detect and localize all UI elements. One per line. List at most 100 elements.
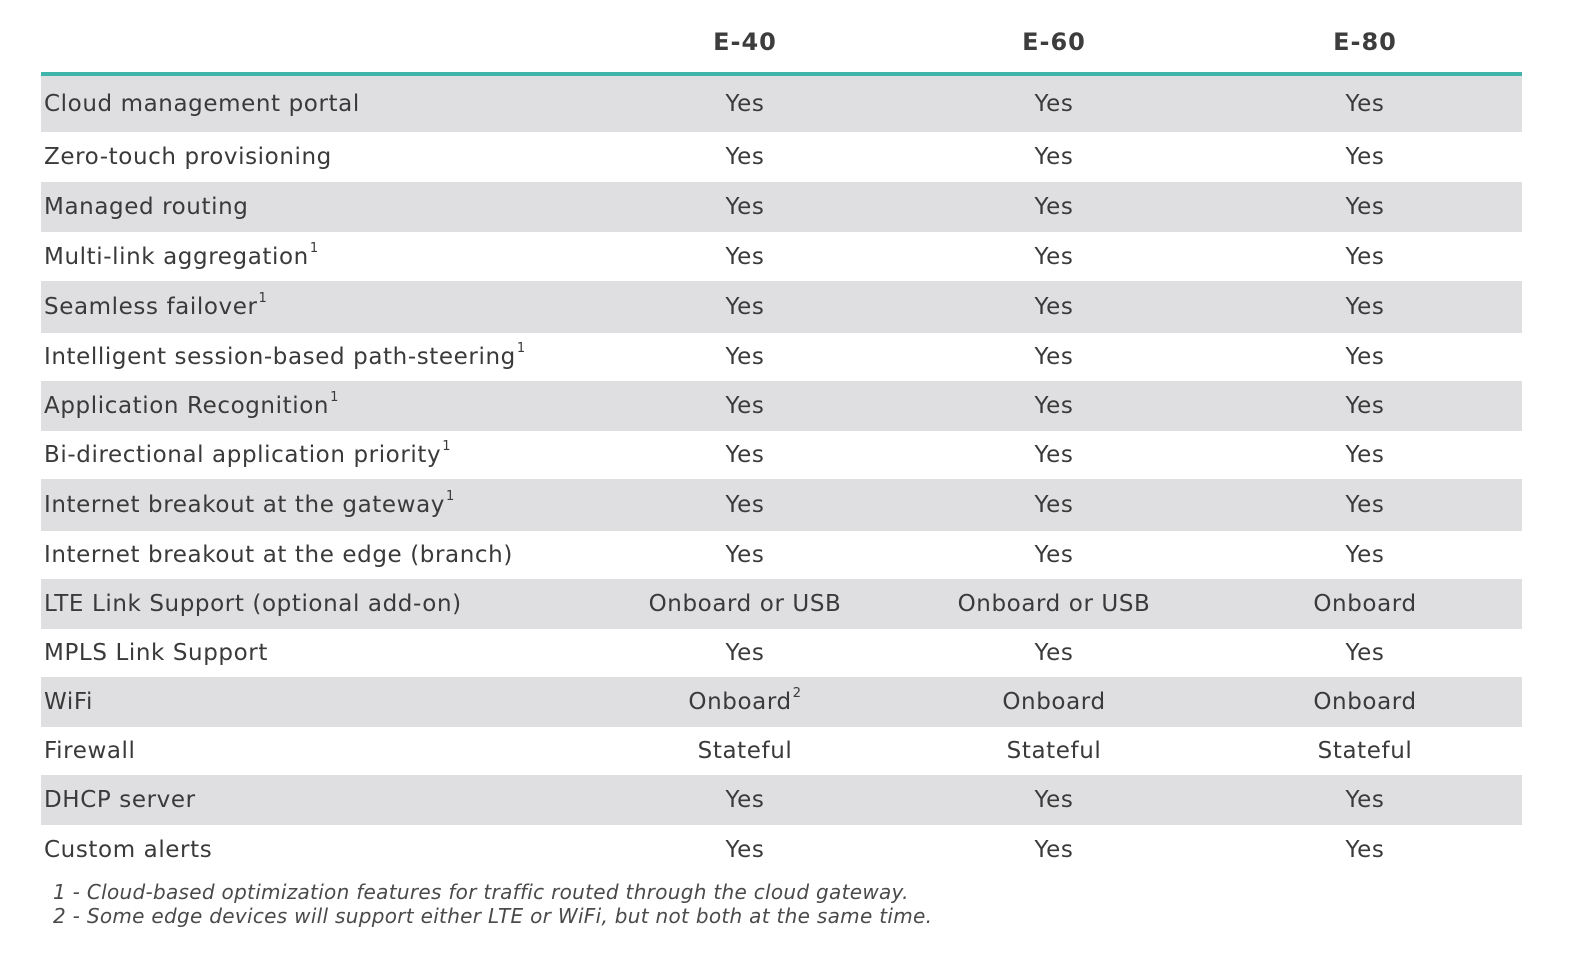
cell-value: Stateful [697,738,793,764]
feature-name: WiFi [44,689,93,715]
cell-value: Yes [1034,442,1074,468]
table-row: Zero-touch provisioning Yes Yes Yes [41,132,1522,182]
cell-value: Yes [725,542,765,568]
table-cell: Onboard or USB [904,591,1204,617]
feature-name: Firewall [44,738,136,764]
footnote-2: 2 - Some edge devices will support eithe… [53,904,933,928]
cell-value: Yes [1345,442,1385,468]
table-cell: Onboard2 [595,686,895,715]
table-cell: Onboard [1215,689,1515,715]
cell-value: Yes [725,294,765,320]
cell-value: Yes [1034,243,1074,270]
table-cell: Yes [595,393,895,419]
cell-value: Stateful [1317,738,1413,764]
feature-label: Zero-touch provisioning [44,144,332,170]
footnote-marker: 1 [309,240,319,256]
table-cell: Onboard or USB [595,591,895,617]
feature-label: Application Recognition [44,393,330,419]
cell-value: Yes [1034,542,1074,568]
feature-name: Managed routing [44,194,248,220]
table-cell: Yes [595,640,895,666]
footnote-marker: 1 [442,439,452,454]
table-header: E-40 E-60 E-80 [41,0,1522,76]
table-row: WiFi Onboard2 Onboard Onboard [41,677,1522,727]
feature-label: LTE Link Support (optional add-on) [44,591,462,617]
feature-name: Bi-directional application priority1 [44,439,452,468]
cell-value: Yes [725,640,765,666]
cell-value: Yes [1345,344,1385,370]
table-cell: Yes [904,787,1204,813]
cell-value: Yes [1034,393,1074,419]
cell-value: Yes [1345,243,1385,270]
cell-value: Stateful [1006,738,1102,764]
table-cell: Yes [595,144,895,170]
feature-label: Internet breakout at the edge (branch) [44,542,513,568]
cell-value: Yes [725,492,765,518]
table-cell: Yes [904,492,1204,518]
table-cell: Yes [904,542,1204,568]
feature-label: Bi-directional application priority [44,442,442,468]
table-row: Managed routing Yes Yes Yes [41,182,1522,232]
table-cell: Yes [595,244,895,270]
table-row: Seamless failover1 Yes Yes Yes [41,281,1522,333]
table-row: Custom alerts Yes Yes Yes [41,825,1522,875]
cell-value: Yes [1345,837,1385,863]
table-row: MPLS Link Support Yes Yes Yes [41,629,1522,677]
table-cell: Yes [595,344,895,370]
table-row: LTE Link Support (optional add-on) Onboar… [41,579,1522,629]
table-cell: Yes [1215,542,1515,568]
table-cell: Yes [1215,294,1515,320]
feature-label: Multi-link aggregation [44,243,309,270]
cell-value: Yes [725,243,765,270]
table-cell: Yes [1215,492,1515,518]
table-cell: Yes [595,442,895,468]
cell-value: Yes [725,194,765,220]
table-cell: Yes [1215,344,1515,370]
footnote-marker: 1 [258,291,268,306]
table-row: Bi-directional application priority1 Yes Y… [41,431,1522,479]
table-cell: Yes [595,542,895,568]
table-cell: Yes [904,144,1204,170]
footnote-1: 1 - Cloud-based optimization features fo… [53,880,909,904]
cell-value: Yes [1345,194,1385,220]
table-cell: Yes [1215,393,1515,419]
table-row: Firewall Stateful Stateful Stateful [41,727,1522,775]
cell-value: Yes [1345,492,1385,518]
table-cell: Stateful [595,738,895,764]
cell-value: Yes [725,837,765,863]
table-cell: Yes [1215,787,1515,813]
cell-value: Onboard [1313,591,1417,617]
table-cell: Yes [1215,837,1515,863]
footnote-marker: 1 [330,390,339,405]
table-cell: Yes [595,837,895,863]
table-cell: Yes [1215,91,1515,117]
feature-name: Internet breakout at the edge (branch) [44,542,513,568]
column-header-e80: E-80 [1333,28,1397,56]
feature-label: Internet breakout at the gateway [44,492,445,518]
feature-label: WiFi [44,689,93,715]
footnote-marker: 1 [516,341,526,356]
table-cell: Yes [1215,144,1515,170]
table-row: Multi-link aggregation1 Yes Yes Yes [41,232,1522,281]
feature-name: MPLS Link Support [44,640,268,666]
cell-value: Onboard [688,689,792,715]
table-cell: Onboard [904,689,1204,715]
table-cell: Yes [1215,640,1515,666]
feature-name: Application Recognition1 [44,390,339,419]
feature-name: Custom alerts [44,837,212,863]
table-cell: Yes [1215,194,1515,220]
column-header-e60: E-60 [1022,28,1086,56]
cell-value: Yes [1034,91,1074,117]
table-cell: Onboard [1215,591,1515,617]
table-cell: Stateful [1215,738,1515,764]
feature-name: Multi-link aggregation1 [44,240,319,270]
feature-label: MPLS Link Support [44,640,268,666]
footnote-marker: 2 [792,686,802,701]
table-cell: Yes [595,492,895,518]
feature-name: LTE Link Support (optional add-on) [44,591,462,617]
feature-name: Internet breakout at the gateway1 [44,490,455,518]
cell-value: Yes [1345,393,1385,419]
table-cell: Yes [904,91,1204,117]
feature-label: DHCP server [44,787,196,813]
cell-value: Yes [1034,344,1074,370]
